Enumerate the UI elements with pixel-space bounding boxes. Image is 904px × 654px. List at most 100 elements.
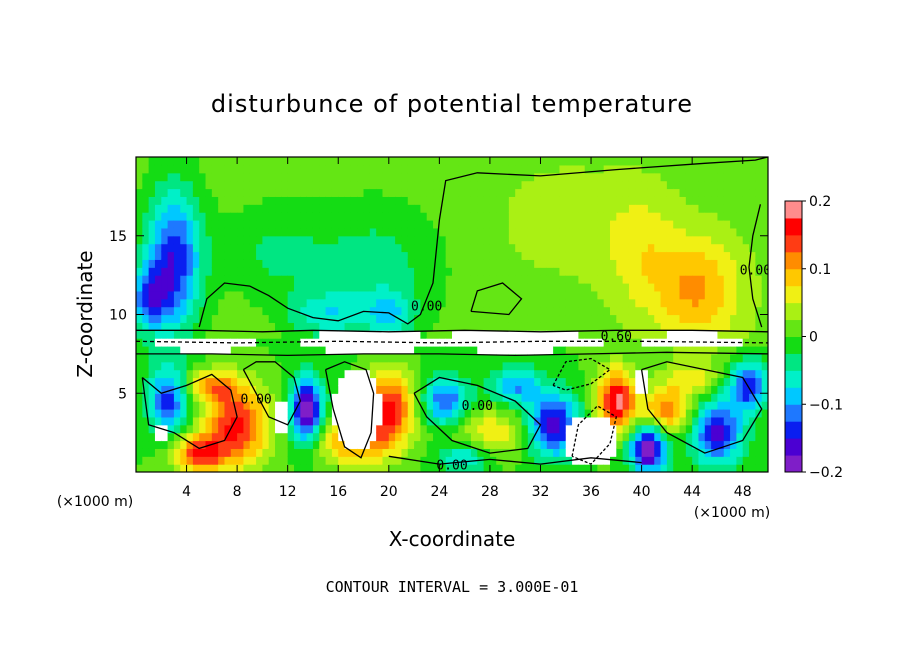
heatmap-cell — [622, 361, 630, 371]
heatmap-cell — [610, 401, 617, 410]
heatmap-cell — [218, 314, 226, 323]
heatmap-cell — [635, 448, 643, 457]
heatmap-cell — [660, 401, 668, 410]
heatmap-cell — [218, 361, 226, 371]
heatmap-cell — [224, 346, 232, 355]
heatmap-cell — [407, 401, 415, 410]
heatmap-cell — [717, 251, 725, 260]
heatmap-cell — [376, 220, 384, 229]
heatmap-cell — [584, 235, 592, 245]
heatmap-cell — [616, 338, 624, 347]
heatmap-cell — [610, 243, 617, 253]
heatmap-cell — [723, 361, 731, 371]
heatmap-cell — [199, 196, 207, 205]
heatmap-cell — [578, 361, 586, 371]
colorbar-swatch — [785, 336, 802, 354]
heatmap-cell — [597, 243, 605, 253]
heatmap-cell — [148, 243, 156, 253]
heatmap-cell — [243, 409, 251, 418]
heatmap-cell — [167, 227, 175, 237]
heatmap-cell — [496, 180, 504, 190]
heatmap-cell — [610, 314, 617, 323]
heatmap-cell — [711, 298, 719, 308]
heatmap-cell — [565, 361, 573, 371]
heatmap-cell — [230, 361, 238, 371]
heatmap-cell — [287, 164, 295, 174]
heatmap-cell — [584, 409, 592, 418]
heatmap-cell — [515, 401, 523, 410]
heatmap-cell — [527, 180, 535, 190]
heatmap-cell — [281, 369, 289, 379]
heatmap-cell — [275, 369, 282, 379]
heatmap-cell — [635, 212, 643, 221]
heatmap-cell — [742, 298, 750, 308]
heatmap-cell — [553, 416, 561, 426]
heatmap-cell — [628, 259, 636, 268]
heatmap-cell — [597, 212, 605, 221]
heatmap-cell — [395, 220, 403, 229]
heatmap-cell — [243, 338, 251, 347]
heatmap-cell — [268, 385, 276, 394]
heatmap-cell — [755, 393, 763, 402]
heatmap-cell — [565, 164, 573, 174]
heatmap-cell — [306, 322, 314, 331]
heatmap-cell — [749, 401, 756, 410]
heatmap-cell — [268, 188, 276, 197]
heatmap-cell — [489, 424, 497, 434]
heatmap-cell — [262, 393, 270, 402]
heatmap-cell — [673, 346, 681, 355]
heatmap-cell — [527, 204, 535, 213]
heatmap-cell — [426, 330, 434, 339]
heatmap-cell — [755, 416, 763, 426]
heatmap-cell — [211, 432, 219, 442]
heatmap-cell — [237, 227, 245, 237]
heatmap-cell — [205, 330, 213, 339]
heatmap-cell — [508, 377, 516, 386]
heatmap-cell — [306, 330, 314, 339]
heatmap-cell — [294, 212, 301, 221]
heatmap-cell — [559, 448, 567, 457]
heatmap-cell — [603, 448, 611, 457]
heatmap-cell — [591, 330, 598, 339]
heatmap-cell — [540, 424, 548, 434]
heatmap-cell — [363, 204, 371, 213]
colorbar-swatch — [785, 404, 802, 422]
heatmap-cell — [136, 259, 143, 268]
heatmap-cell — [553, 196, 561, 205]
heatmap-cell — [622, 275, 630, 284]
heatmap-cell — [578, 448, 586, 457]
heatmap-cell — [489, 227, 497, 237]
heatmap-cell — [350, 464, 358, 472]
heatmap-cell — [294, 164, 301, 174]
heatmap-cell — [761, 369, 768, 379]
heatmap-cell — [502, 330, 510, 339]
heatmap-cell — [572, 361, 579, 371]
heatmap-cell — [287, 448, 295, 457]
heatmap-cell — [161, 251, 169, 260]
heatmap-cell — [154, 235, 162, 245]
heatmap-cell — [294, 180, 301, 190]
heatmap-cell — [338, 416, 346, 426]
heatmap-cell — [395, 424, 403, 434]
heatmap-cell — [711, 401, 719, 410]
heatmap-cell — [256, 393, 263, 402]
heatmap-cell — [502, 164, 510, 174]
heatmap-cell — [610, 283, 617, 292]
heatmap-cell — [452, 235, 459, 245]
heatmap-cell — [761, 188, 768, 197]
heatmap-cell — [319, 346, 327, 355]
heatmap-cell — [496, 164, 504, 174]
heatmap-cell — [698, 259, 706, 268]
heatmap-cell — [597, 172, 605, 182]
heatmap-cell — [584, 377, 592, 386]
heatmap-cell — [294, 283, 301, 292]
heatmap-cell — [230, 212, 238, 221]
heatmap-cell — [458, 259, 466, 268]
heatmap-cell — [439, 290, 447, 300]
heatmap-cell — [300, 409, 308, 418]
heatmap-cell — [673, 353, 681, 363]
heatmap-cell — [350, 212, 358, 221]
heatmap-cell — [660, 212, 668, 221]
heatmap-cell — [344, 259, 352, 268]
heatmap-cell — [325, 456, 333, 465]
